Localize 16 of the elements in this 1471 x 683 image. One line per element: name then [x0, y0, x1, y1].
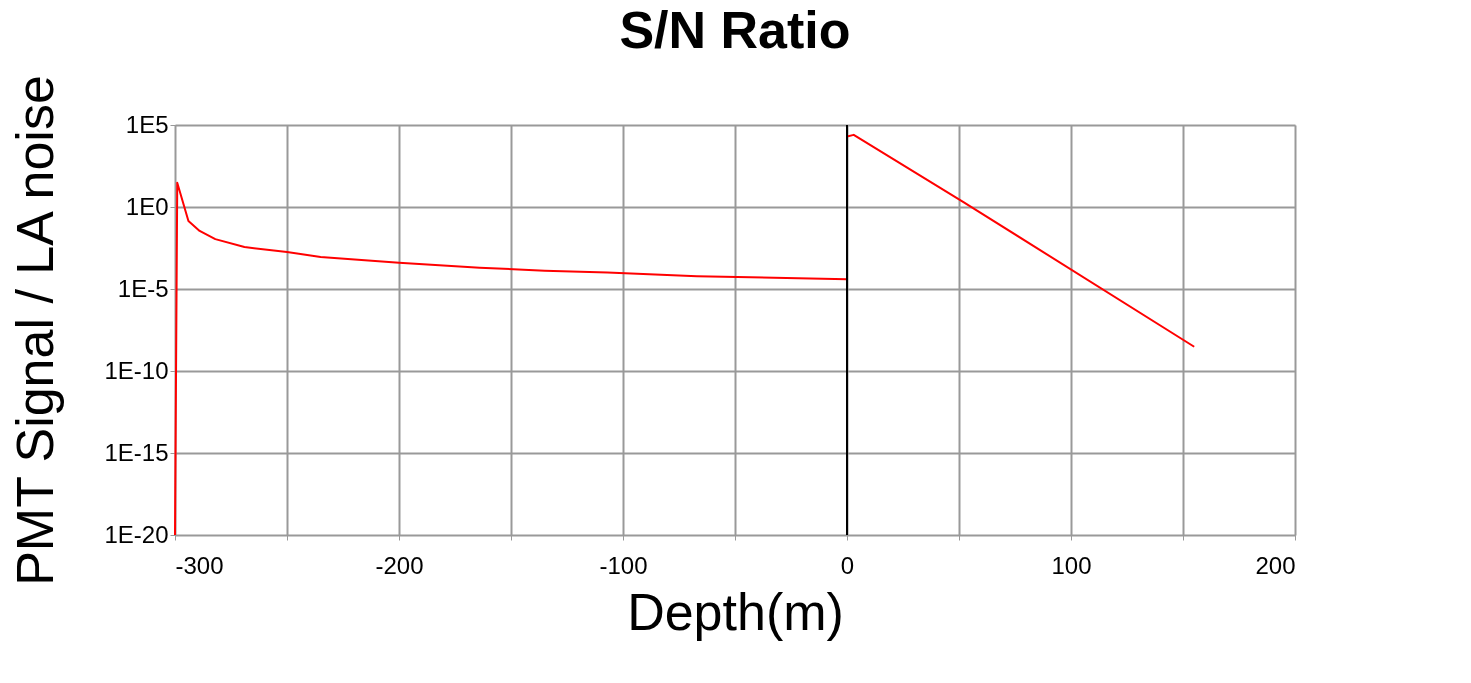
y-tick-label: 1E-20 [104, 520, 169, 548]
y-axis-title: PMT Signal / LA noise [6, 75, 65, 586]
y-tick-label: 1E-10 [104, 356, 169, 384]
line-series [174, 133, 1196, 536]
x-tick-label: 200 [1255, 551, 1296, 579]
x-tick-label: -100 [599, 551, 648, 579]
x-tick-label: -300 [175, 551, 224, 579]
y-tick-label: 1E5 [125, 110, 169, 138]
y-tick-label: 1E-5 [117, 274, 169, 302]
y-tick-label: 1E0 [125, 192, 169, 220]
x-tick-label: 100 [1051, 551, 1092, 579]
y-tick-label: 1E-15 [104, 438, 169, 466]
x-axis-title: Depth(m) [627, 582, 844, 641]
x-tick-label: -200 [375, 551, 424, 579]
x-tick-label: 0 [840, 551, 855, 579]
chart-title: S/N Ratio [619, 0, 851, 59]
